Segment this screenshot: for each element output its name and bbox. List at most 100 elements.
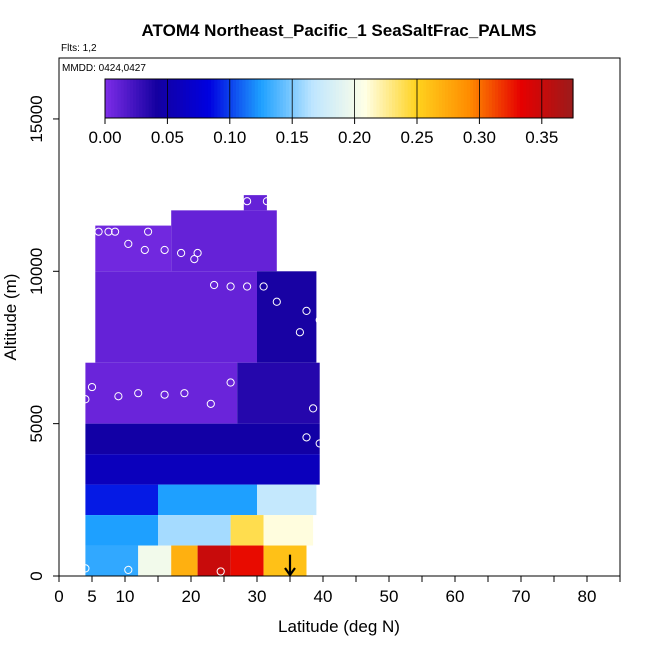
colorbar-swatch <box>470 79 474 118</box>
colorbar-swatch <box>314 79 318 118</box>
colorbar-swatch <box>192 79 197 118</box>
sample-point <box>87 382 97 392</box>
sample-point <box>302 306 311 316</box>
sample-point <box>160 245 169 255</box>
colorbar-swatch <box>123 79 128 118</box>
arrow-head <box>284 567 296 577</box>
colorbar-swatch <box>298 79 303 118</box>
colorbar-swatch <box>423 79 427 118</box>
colorbar-swatch <box>551 79 555 118</box>
colorbar-swatch <box>142 79 147 118</box>
colorbar-swatch <box>435 79 440 118</box>
colorbar-swatch <box>379 79 384 118</box>
colorbar-swatch <box>120 79 125 118</box>
colorbar-swatch <box>257 79 262 118</box>
colorbar-swatch <box>404 79 409 118</box>
colorbar-swatch <box>507 79 512 118</box>
sample-point <box>94 227 103 236</box>
colorbar-swatch <box>133 79 137 118</box>
sample-point <box>210 280 219 290</box>
colorbar-tick-label: 0.30 <box>463 128 496 147</box>
arrow-marker <box>284 554 296 577</box>
colorbar-swatch <box>373 79 378 118</box>
colorbar-tick-label: 0.15 <box>276 128 309 147</box>
colorbar-swatch <box>229 79 234 118</box>
colorbar-swatch <box>201 79 206 118</box>
sample-point <box>295 328 304 337</box>
colorbar-swatch <box>317 79 321 118</box>
colorbar-swatch <box>438 79 443 118</box>
colorbar-swatch <box>270 79 275 118</box>
x-tick-label: 40 <box>314 587 333 606</box>
colorbar-swatch <box>557 79 562 118</box>
colorbar-swatch <box>535 79 540 118</box>
colorbar-swatch <box>301 79 306 118</box>
heatmap-cell <box>158 515 231 546</box>
sample-point <box>262 197 271 206</box>
colorbar-tick-label: 0.35 <box>525 128 558 147</box>
colorbar-swatch <box>569 79 574 118</box>
colorbar-swatch <box>441 79 446 118</box>
x-tick-label: 0 <box>54 587 63 606</box>
colorbar-swatch <box>254 79 259 118</box>
sample-point <box>315 315 324 325</box>
colorbar-swatch <box>526 79 530 118</box>
colorbar-swatch <box>420 79 424 118</box>
colorbar-swatch <box>329 79 334 118</box>
colorbar-swatch <box>510 79 515 118</box>
colorbar-swatch <box>513 79 518 118</box>
colorbar-swatch <box>417 79 421 118</box>
sample-point <box>243 197 252 206</box>
colorbar-swatch <box>289 79 293 118</box>
colorbar-swatch <box>548 79 552 118</box>
colorbar-swatch <box>236 79 240 118</box>
colorbar-swatch <box>223 79 228 118</box>
colorbar-swatch <box>148 79 153 118</box>
colorbar-swatch <box>108 79 112 118</box>
sample-point <box>124 239 133 248</box>
colorbar-swatch <box>323 79 328 118</box>
heatmap-cell <box>230 545 264 576</box>
colorbar-swatch <box>398 79 402 118</box>
heatmap-cell <box>95 225 172 272</box>
colorbar-swatch <box>519 79 524 118</box>
x-tick-label: 30 <box>248 587 267 606</box>
colorbar-swatch <box>454 79 459 118</box>
sample-point <box>177 248 186 258</box>
colorbar-swatch <box>445 79 449 118</box>
sample-point <box>180 389 189 398</box>
colorbar-swatch <box>339 79 343 118</box>
colorbar-swatch <box>554 79 558 118</box>
colorbar-swatch <box>176 79 181 118</box>
sample-point <box>134 389 143 398</box>
colorbar-swatch <box>491 79 496 118</box>
colorbar-swatch <box>544 79 549 118</box>
dates-label: MMDD: 0424,0427 <box>62 63 146 74</box>
heatmap-cell <box>257 484 317 516</box>
colorbar-swatch <box>161 79 165 118</box>
sample-point <box>190 255 199 264</box>
colorbar-swatch <box>382 79 387 118</box>
sample-point <box>140 245 149 255</box>
colorbar-swatch <box>320 79 324 118</box>
colorbar-swatch <box>363 79 368 118</box>
sample-points <box>81 197 324 576</box>
colorbar-swatch <box>204 79 209 118</box>
colorbar-swatch <box>151 79 156 118</box>
colorbar-swatch <box>498 79 502 118</box>
sample-point <box>144 227 153 236</box>
colorbar-swatch <box>189 79 193 118</box>
heatmap-cell <box>85 484 158 516</box>
colorbar-swatch <box>395 79 399 118</box>
sample-point <box>111 227 120 236</box>
colorbar-swatch <box>348 79 353 118</box>
sample-point <box>104 227 113 236</box>
sample-point <box>315 439 324 448</box>
colorbar-swatch <box>145 79 150 118</box>
y-tick-label: 0 <box>27 571 46 580</box>
sample-point <box>272 297 281 306</box>
colorbar-swatch <box>220 79 225 118</box>
colorbar-swatch <box>304 79 309 118</box>
colorbar-swatch <box>158 79 162 118</box>
colorbar-swatch <box>261 79 265 118</box>
